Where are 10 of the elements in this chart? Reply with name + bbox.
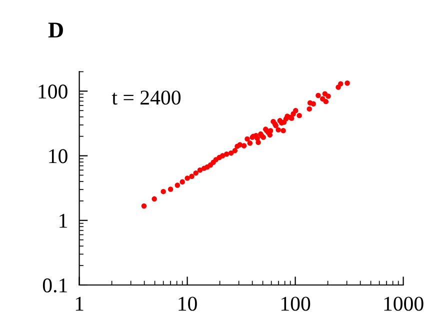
x-tick-label: 10 — [178, 296, 197, 311]
y-tick-label: 100 — [38, 84, 68, 99]
annotation: t = 2400 — [112, 90, 181, 105]
y-tick-label: 1 — [60, 214, 67, 228]
x-tick-label: 1 — [76, 296, 84, 311]
y-tick-label: 10 — [49, 149, 68, 164]
x-tick-label: 1000 — [384, 296, 424, 311]
chart-title: D — [48, 22, 63, 38]
y-tick-label: 0.1 — [42, 278, 67, 293]
x-tick-label: 100 — [282, 296, 310, 311]
